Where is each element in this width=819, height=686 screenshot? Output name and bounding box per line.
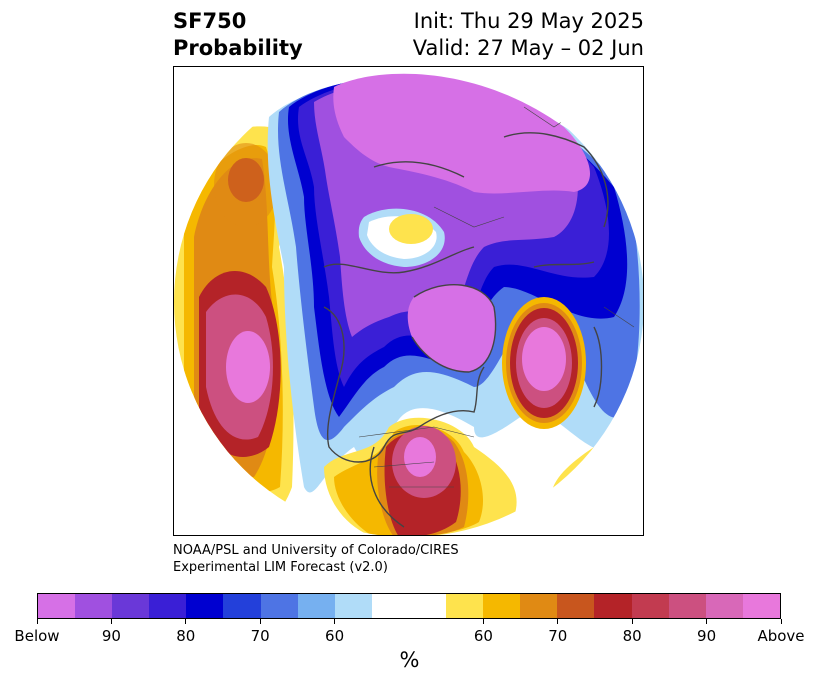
title-probability: Probability [173, 36, 303, 60]
colorbar-swatch [334, 594, 372, 618]
colorbar-swatch [446, 594, 484, 618]
colorbar-tick-label: 60 [325, 627, 345, 645]
colorbar-swatch [408, 594, 447, 618]
colorbar-tick-label: 90 [697, 627, 717, 645]
colorbar-swatch [483, 594, 521, 618]
canada-above-50 [389, 214, 433, 244]
init-date: Init: Thu 29 May 2025 [413, 9, 644, 33]
colorbar-swatch [557, 594, 595, 618]
credit-line-2: Experimental LIM Forecast (v2.0) [173, 560, 388, 575]
colorbar-swatch [297, 594, 335, 618]
colorbar-tick-label: 80 [176, 627, 196, 645]
colorbar-swatch [742, 594, 780, 618]
colorbar-swatch [223, 594, 261, 618]
colorbar-swatch [186, 594, 224, 618]
colorbar-tick-label: 90 [101, 627, 121, 645]
polar-map [173, 66, 644, 536]
valid-range: Valid: 27 May – 02 Jun [412, 36, 644, 60]
colorbar-tick [334, 619, 336, 624]
colorbar-tick [36, 619, 38, 624]
forecast-dates: Init: Thu 29 May 2025 Valid: 27 May – 02… [413, 8, 644, 62]
credit-line-1: NOAA/PSL and University of Colorado/CIRE… [173, 543, 459, 558]
colorbar-tick [482, 619, 484, 624]
colorbar-swatch [38, 594, 76, 618]
colorbar [37, 593, 781, 619]
colorbar-tick [185, 619, 187, 624]
colorbar-swatch [705, 594, 743, 618]
map-svg [174, 67, 643, 535]
hudson-below-max [407, 284, 496, 372]
credit-text: NOAA/PSL and University of Colorado/CIRE… [173, 542, 459, 576]
coastlines [323, 132, 609, 528]
north-pacific-above-70 [214, 143, 278, 227]
title-variable: SF750 [173, 9, 247, 33]
colorbar-swatch [260, 594, 298, 618]
colorbar-swatch [520, 594, 558, 618]
europe-above-max [522, 327, 566, 391]
colorbar-tick-label: 70 [548, 627, 568, 645]
colorbar-tick-label: Above [757, 627, 805, 645]
colorbar-swatch [594, 594, 632, 618]
colorbar-tick-label: 70 [250, 627, 270, 645]
na-above-max [404, 437, 436, 477]
arctic-below-max [333, 73, 591, 194]
colorbar-tick-label: Below [14, 627, 60, 645]
colorbar-tick [557, 619, 559, 624]
colorbar-ticks: Below 90 80 70 60 60 70 80 90 Above [14, 619, 805, 649]
colorbar-swatch [631, 594, 669, 618]
colorbar-tick-label: 80 [622, 627, 642, 645]
colorbar-swatch [668, 594, 706, 618]
colorbar-swatch [371, 594, 409, 618]
colorbar-swatch [149, 594, 187, 618]
colorbar-tick [706, 619, 708, 624]
colorbar-swatch [75, 594, 113, 618]
colorbar-tick [631, 619, 633, 624]
pacific-above-max [226, 331, 270, 403]
colorbar-tick-label: 60 [473, 627, 493, 645]
colorbar-swatch [112, 594, 150, 618]
colorbar-tick [259, 619, 261, 624]
chart-title: SF750 Probability [173, 8, 303, 62]
colorbar-tick [110, 619, 112, 624]
colorbar-tick [780, 619, 782, 624]
colorbar-units: % [399, 648, 420, 672]
